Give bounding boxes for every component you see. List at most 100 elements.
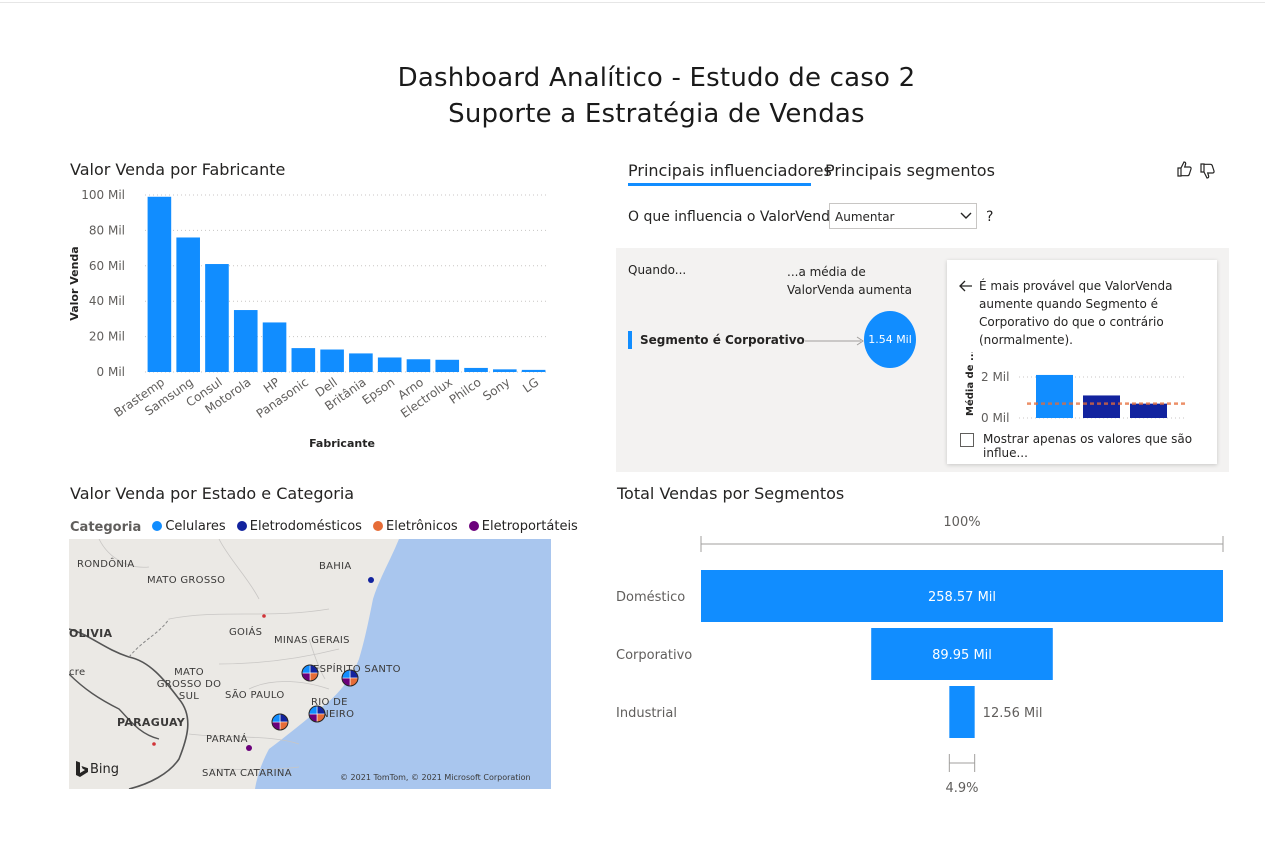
detail-explanation: É mais provável que ValorVenda aumente q… [979, 279, 1173, 347]
back-arrow-icon[interactable] [959, 280, 973, 292]
bar-ytick-label: 80 Mil [89, 223, 125, 237]
bar-ytick-label: 100 Mil [81, 188, 125, 202]
page-title: Dashboard Analítico - Estudo de caso 2 [397, 63, 916, 93]
legend-item-eletronicos[interactable]: Eletrônicos [373, 519, 458, 534]
bar-y-axis-title: Valor Venda [68, 246, 81, 320]
funnel-category-label: Industrial [616, 706, 677, 721]
legend-dot-eletronicos [373, 521, 384, 531]
funnel-value-label: 12.56 Mil [983, 706, 1043, 721]
bar-samsung[interactable] [176, 237, 200, 372]
legend-label-eletroportateis: Eletroportáteis [481, 518, 578, 534]
influencer-question: O que influencia o ValorVenda a [628, 209, 852, 225]
bing-label: Bing [90, 762, 120, 777]
funnel-category-label: Doméstico [616, 590, 685, 605]
map-pie-marker[interactable] [341, 669, 359, 687]
thumbs-down-icon[interactable] [1199, 162, 1217, 180]
legend-title: Categoria [70, 520, 142, 535]
bar-motorola[interactable] [233, 310, 258, 372]
chevron-down-icon [960, 212, 972, 219]
map-pie-marker[interactable] [308, 705, 326, 723]
show-influencers-checkbox[interactable] [960, 433, 974, 447]
influence-direction-dropdown[interactable]: Aumentar [829, 203, 977, 229]
bar-hp[interactable] [262, 322, 287, 372]
map-label-acre: cre [69, 667, 86, 678]
checkbox-label: Mostrar apenas os valores que são influe… [983, 432, 1193, 460]
bar-brastemp[interactable] [147, 196, 172, 372]
map-canvas[interactable]: RONDÔNIA MATO GROSSO BAHIA OLIVIA GOIÁS … [69, 539, 551, 789]
col-header-when: Quando... [628, 263, 687, 277]
bar-xtick-label: Sony [480, 375, 512, 403]
detail-mini-chart: Média de ... 2 Mil 0 Mil [964, 352, 1187, 425]
bar-electrolux[interactable] [435, 359, 460, 372]
bar-dell[interactable] [320, 349, 344, 372]
map-label-paraguay: PARAGUAY [117, 716, 185, 729]
map-pie-marker[interactable] [271, 713, 289, 731]
map-land [69, 539, 399, 789]
legend-dot-eletroportateis [468, 521, 479, 531]
legend-item-eletroportateis[interactable]: Eletroportáteis [468, 518, 578, 534]
mini-bar [1083, 395, 1120, 418]
mini-bar [1130, 403, 1167, 418]
legend-dot-celulares [152, 521, 163, 531]
map-label-espirito-santo: ESPÍRITO SANTO [313, 664, 401, 675]
mini-ytick-top: 2 Mil [981, 370, 1009, 384]
funnel-title: Total Vendas por Segmentos [617, 484, 845, 503]
bar-chart-title: Valor Venda por Fabricante [70, 160, 286, 179]
bar-arno[interactable] [406, 359, 431, 372]
bar-ytick-label: 0 Mil [97, 365, 125, 379]
help-icon[interactable]: ? [986, 209, 994, 225]
funnel-bar-doméstico[interactable] [701, 570, 1223, 622]
bar-lg[interactable] [521, 369, 546, 372]
bar-xtick-label: Epson [360, 375, 398, 407]
funnel-chart: 100% Doméstico 258.57 Mil Corporativo 89.95 … [616, 515, 1224, 796]
influence-bubble[interactable]: 1.54 Mil [864, 311, 916, 368]
map-title: Valor Venda por Estado e Categoria [70, 484, 355, 503]
col-header-average: ...a média de ValorVenda aumenta [787, 265, 912, 297]
map-label-parana: PARANÁ [206, 734, 248, 745]
bubble-value: 1.54 Mil [868, 333, 912, 346]
mini-bar [1036, 374, 1073, 418]
map-label-minas-gerais: MINAS GERAIS [274, 635, 350, 646]
bar-philco[interactable] [464, 367, 488, 372]
bar-xtick-label: Philco [447, 375, 484, 407]
legend-label-eletrodomesticos: Eletrodomésticos [249, 518, 362, 534]
legend-label-celulares: Celulares [165, 518, 226, 534]
thumbs-up-icon[interactable] [1176, 160, 1194, 178]
map-pie-marker[interactable] [301, 664, 319, 682]
map-label-sao-paulo: SÃO PAULO [225, 690, 285, 701]
tab-principais-influenciadores[interactable]: Principais influenciadores [628, 161, 832, 180]
factor-segmento-corporativo[interactable]: Segmento é Corporativo [640, 333, 805, 347]
map-label-mato-grosso: MATO GROSSO [147, 575, 226, 586]
tab-principais-segmentos[interactable]: Principais segmentos [825, 161, 995, 180]
bing-logo-icon [76, 761, 88, 777]
legend-item-eletrodomesticos[interactable]: Eletrodomésticos [236, 518, 362, 534]
funnel-category-label: Corporativo [616, 648, 692, 663]
bar-panasonic[interactable] [291, 348, 316, 372]
mini-y-label: Média de ... [964, 352, 976, 416]
bar-xtick-label: LG [520, 375, 541, 396]
legend-dot-eletrodomesticos [236, 521, 247, 531]
bar-consul[interactable] [205, 264, 229, 372]
bar-epson[interactable] [377, 357, 402, 372]
bar-ytick-label: 60 Mil [89, 259, 125, 273]
legend-item-celulares[interactable]: Celulares [152, 518, 226, 534]
map-legend: Categoria Celulares Eletrodomésticos Ele… [70, 516, 584, 536]
map-label-bahia: BAHIA [319, 561, 352, 572]
map-label-mato-grosso-do-sul: MATO GROSSO DO SUL [156, 667, 222, 702]
funnel-bar-industrial[interactable] [949, 686, 975, 738]
bar-sony[interactable] [493, 369, 517, 372]
funnel-bar-corporativo[interactable] [871, 628, 1053, 680]
map-copyright: © 2021 TomTom, © 2021 Microsoft Corporat… [340, 773, 531, 782]
bar-britânia[interactable] [349, 353, 373, 372]
map-pie-markers [271, 664, 359, 731]
funnel-value-label: 258.57 Mil [928, 590, 996, 605]
active-tab-underline [628, 183, 811, 186]
funnel-value-label: 89.95 Mil [932, 648, 992, 663]
funnel-bottom-percent: 4.9% [945, 781, 978, 796]
map-label-rio-de-janeiro: RIO DE JANEIRO [311, 697, 355, 720]
page-subtitle: Suporte a Estratégia de Vendas [448, 99, 865, 129]
bar-ytick-label: 20 Mil [89, 330, 125, 344]
factor-selection-marker [628, 331, 632, 349]
map-label-rondonia: RONDÔNIA [77, 559, 135, 570]
